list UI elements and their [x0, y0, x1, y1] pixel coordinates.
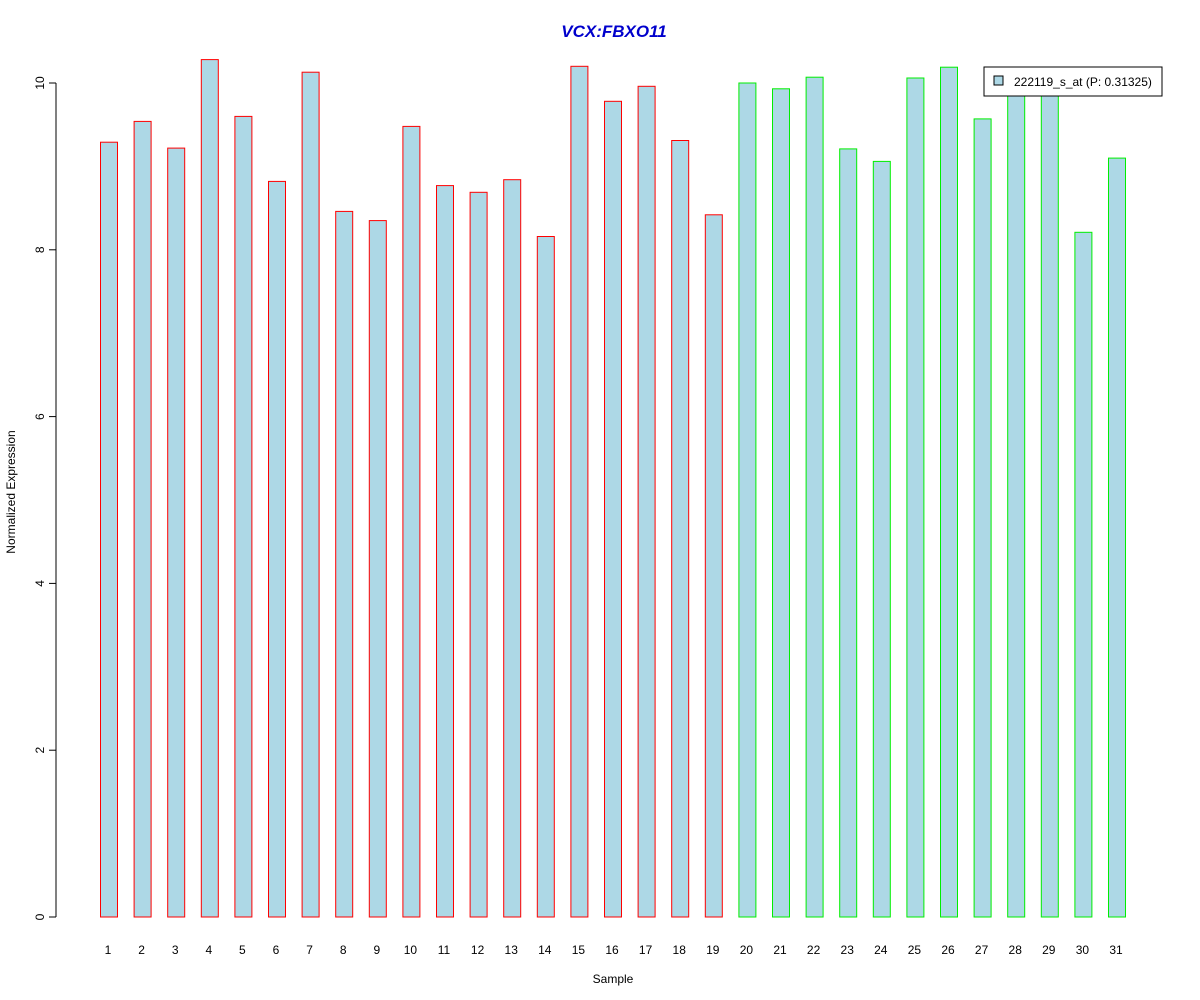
x-tick-label: 4: [205, 943, 212, 957]
x-tick-label: 23: [841, 943, 855, 957]
bar-sample-4: [200, 59, 219, 918]
bar-sample-17: [637, 85, 656, 918]
bar-sample-10: [402, 125, 421, 918]
bar-sample-18: [671, 140, 690, 918]
bar-sample-12: [469, 191, 488, 918]
x-tick-label: 6: [273, 943, 280, 957]
bar-sample-28: [1007, 95, 1026, 918]
chart-title: VCX:FBXO11: [561, 22, 667, 41]
bar-sample-26: [940, 66, 958, 918]
x-tick-label: 14: [538, 943, 552, 957]
x-tick-label: 16: [605, 943, 619, 957]
x-tick-label: 1: [105, 943, 112, 957]
bar-sample-24: [872, 160, 891, 918]
bar-sample-7: [301, 71, 320, 918]
bar-sample-27: [973, 118, 992, 918]
y-tick-label: 8: [33, 246, 47, 253]
bar-sample-15: [570, 65, 589, 918]
bars-group: [100, 59, 1126, 918]
y-axis: 0 2 4 6 8 10: [33, 76, 57, 920]
bar-sample-11: [436, 185, 454, 918]
x-tick-labels: 1 2 3 4 5 6 7 8 9 10 11 12 13 14 15 16 17 18 19 20 21 22 23 24 2…: [105, 943, 1123, 957]
x-tick-label: 17: [639, 943, 653, 957]
x-tick-label: 26: [941, 943, 955, 957]
x-tick-label: 7: [306, 943, 313, 957]
legend-swatch: [993, 75, 1004, 86]
bar-sample-22: [805, 76, 824, 918]
x-tick-label: 18: [673, 943, 687, 957]
x-tick-label: 31: [1109, 943, 1123, 957]
bar-sample-29: [1040, 90, 1059, 918]
bar-sample-21: [772, 88, 790, 918]
bar-sample-25: [906, 77, 925, 918]
bar-sample-2: [133, 120, 152, 918]
y-tick-label: 10: [33, 76, 47, 90]
x-tick-label: 20: [740, 943, 754, 957]
bar-sample-13: [503, 179, 522, 918]
bar-sample-20: [738, 82, 757, 918]
x-tick-label: 24: [874, 943, 888, 957]
x-tick-label: 5: [239, 943, 246, 957]
bar-sample-8: [335, 210, 354, 918]
bar-sample-14: [536, 236, 555, 918]
y-tick-label: 2: [33, 747, 47, 754]
x-tick-label: 30: [1076, 943, 1090, 957]
x-tick-label: 10: [404, 943, 418, 957]
bar-sample-5: [234, 115, 253, 918]
y-axis-title: Normalized Expression: [4, 430, 18, 553]
bar-sample-31: [1108, 157, 1126, 918]
x-tick-label: 2: [138, 943, 145, 957]
x-tick-label: 21: [773, 943, 787, 957]
y-tick-label: 4: [33, 580, 47, 587]
x-axis-title: Sample: [593, 972, 634, 986]
x-tick-label: 28: [1009, 943, 1023, 957]
x-tick-label: 25: [908, 943, 922, 957]
x-tick-label: 15: [572, 943, 586, 957]
legend-label: 222119_s_at (P: 0.31325): [1014, 75, 1152, 89]
bar-sample-30: [1074, 231, 1093, 918]
bar-sample-19: [704, 214, 723, 918]
bar-sample-6: [268, 180, 286, 918]
bar-sample-1: [100, 141, 118, 918]
legend-box: [983, 66, 1163, 97]
x-tick-label: 29: [1042, 943, 1056, 957]
bar-sample-23: [839, 148, 858, 918]
bar-sample-3: [167, 147, 186, 918]
x-tick-label: 13: [505, 943, 519, 957]
bar-sample-16: [604, 100, 622, 918]
x-tick-label: 12: [471, 943, 485, 957]
x-tick-label: 22: [807, 943, 821, 957]
x-tick-label: 9: [373, 943, 380, 957]
x-tick-label: 3: [172, 943, 179, 957]
legend: 222119_s_at (P: 0.31325): [983, 66, 1163, 97]
x-tick-label: 27: [975, 943, 989, 957]
y-tick-label: 0: [33, 913, 47, 920]
x-tick-label: 11: [438, 943, 451, 957]
x-tick-label: 8: [340, 943, 347, 957]
x-tick-label: 19: [706, 943, 720, 957]
bar-sample-9: [368, 220, 387, 918]
y-tick-label: 6: [33, 413, 47, 420]
